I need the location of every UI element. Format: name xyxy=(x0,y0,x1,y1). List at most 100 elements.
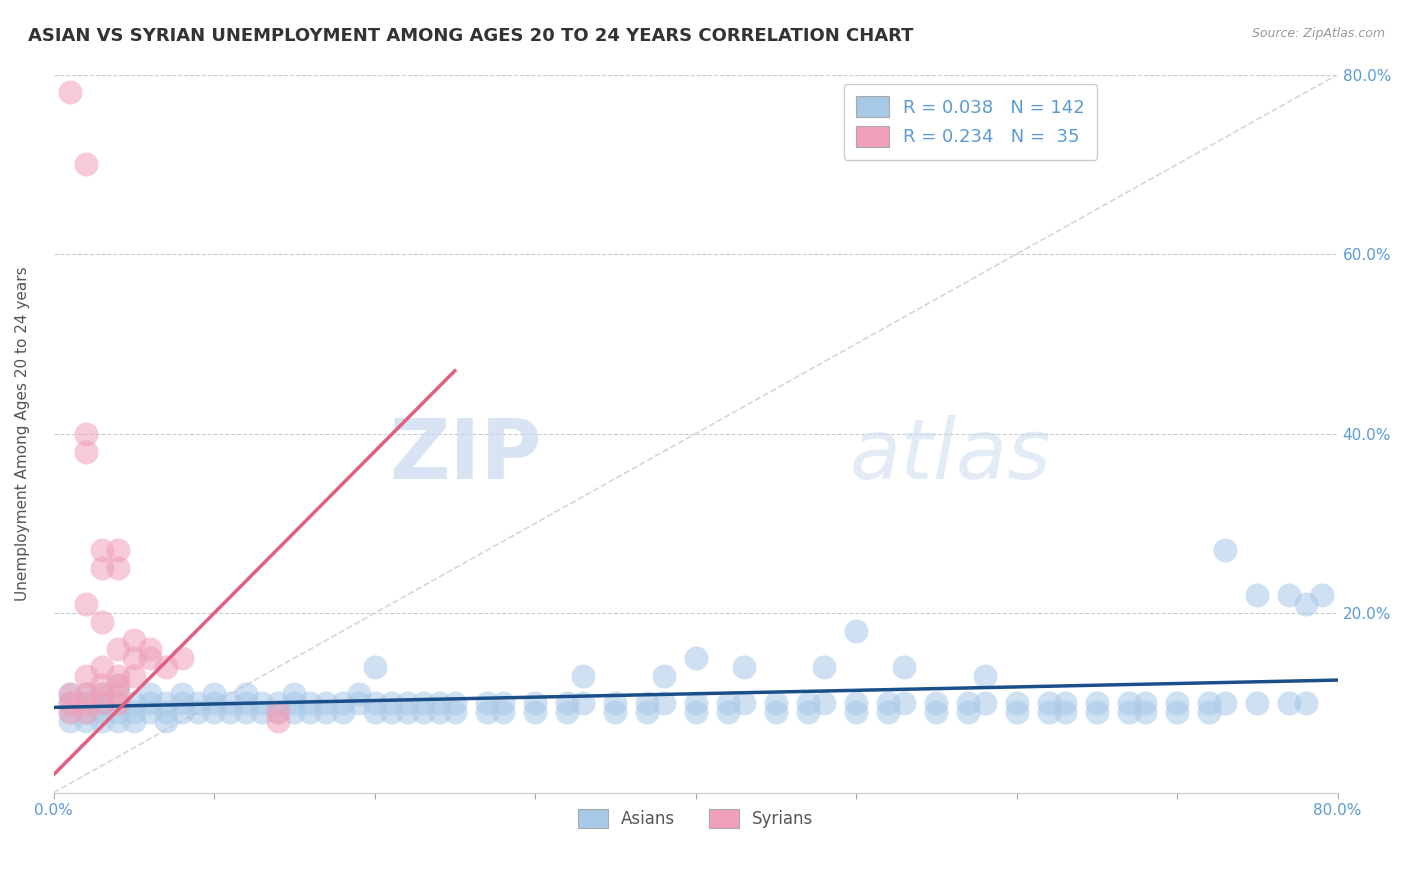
Point xyxy=(75,696,97,710)
Point xyxy=(75,714,97,728)
Point xyxy=(347,687,370,701)
Point xyxy=(797,705,820,719)
Point xyxy=(1198,696,1220,710)
Point xyxy=(75,157,97,171)
Point xyxy=(412,696,434,710)
Text: ZIP: ZIP xyxy=(389,415,541,496)
Point xyxy=(652,696,675,710)
Point xyxy=(75,696,97,710)
Point xyxy=(299,696,322,710)
Point xyxy=(75,705,97,719)
Text: atlas: atlas xyxy=(849,415,1052,496)
Point xyxy=(90,561,112,575)
Point xyxy=(75,597,97,611)
Point xyxy=(90,705,112,719)
Point xyxy=(555,705,578,719)
Point xyxy=(957,705,980,719)
Point xyxy=(202,696,225,710)
Point xyxy=(1133,705,1156,719)
Point xyxy=(492,705,515,719)
Point xyxy=(877,705,900,719)
Point xyxy=(1213,543,1236,558)
Point xyxy=(202,687,225,701)
Point xyxy=(605,696,627,710)
Point xyxy=(75,426,97,441)
Point xyxy=(1118,705,1140,719)
Point xyxy=(122,633,145,648)
Point xyxy=(107,687,129,701)
Point xyxy=(252,705,274,719)
Y-axis label: Unemployment Among Ages 20 to 24 years: Unemployment Among Ages 20 to 24 years xyxy=(15,267,30,601)
Point xyxy=(267,696,290,710)
Point xyxy=(893,696,915,710)
Point xyxy=(444,705,467,719)
Point xyxy=(283,687,305,701)
Point xyxy=(107,714,129,728)
Point xyxy=(107,696,129,710)
Point xyxy=(235,687,257,701)
Point xyxy=(59,705,82,719)
Point xyxy=(1310,588,1333,602)
Point xyxy=(90,687,112,701)
Point xyxy=(1085,696,1108,710)
Point xyxy=(1278,696,1301,710)
Point xyxy=(235,696,257,710)
Point xyxy=(475,705,498,719)
Point xyxy=(380,705,402,719)
Point xyxy=(845,624,868,638)
Text: Source: ZipAtlas.com: Source: ZipAtlas.com xyxy=(1251,27,1385,40)
Point xyxy=(59,687,82,701)
Point xyxy=(347,696,370,710)
Point xyxy=(1005,696,1028,710)
Point xyxy=(59,86,82,100)
Point xyxy=(90,687,112,701)
Point xyxy=(332,705,354,719)
Point xyxy=(59,696,82,710)
Point xyxy=(90,714,112,728)
Point xyxy=(973,696,995,710)
Point xyxy=(90,615,112,629)
Point xyxy=(75,687,97,701)
Point xyxy=(605,705,627,719)
Point xyxy=(90,696,112,710)
Point xyxy=(572,669,595,683)
Point xyxy=(107,678,129,692)
Point xyxy=(363,705,385,719)
Point xyxy=(75,687,97,701)
Point xyxy=(1295,597,1317,611)
Point xyxy=(733,696,755,710)
Point xyxy=(1246,588,1268,602)
Point xyxy=(1053,696,1076,710)
Point xyxy=(475,696,498,710)
Point xyxy=(572,696,595,710)
Point xyxy=(717,705,740,719)
Point xyxy=(235,705,257,719)
Point xyxy=(139,705,162,719)
Point xyxy=(925,696,948,710)
Point xyxy=(925,705,948,719)
Point xyxy=(59,714,82,728)
Point xyxy=(107,543,129,558)
Point xyxy=(75,705,97,719)
Point xyxy=(155,705,177,719)
Point xyxy=(797,696,820,710)
Point xyxy=(717,696,740,710)
Point xyxy=(813,660,835,674)
Legend: Asians, Syrians: Asians, Syrians xyxy=(571,802,820,835)
Point xyxy=(1295,696,1317,710)
Point xyxy=(1005,705,1028,719)
Point xyxy=(637,705,659,719)
Point xyxy=(1198,705,1220,719)
Point xyxy=(283,696,305,710)
Point xyxy=(412,705,434,719)
Point xyxy=(139,651,162,665)
Point xyxy=(75,444,97,458)
Point xyxy=(427,705,450,719)
Point xyxy=(219,696,242,710)
Point xyxy=(1038,705,1060,719)
Point xyxy=(1213,696,1236,710)
Point xyxy=(107,669,129,683)
Point xyxy=(555,696,578,710)
Point xyxy=(155,660,177,674)
Point xyxy=(1038,696,1060,710)
